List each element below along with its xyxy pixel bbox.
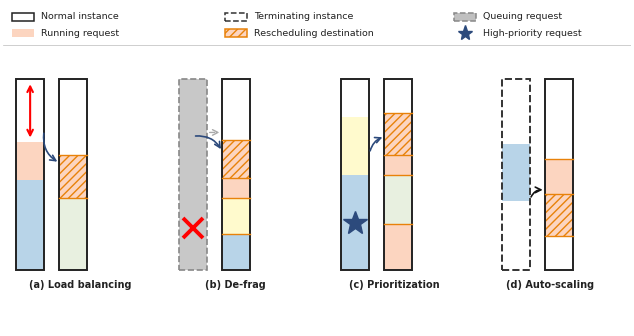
Bar: [59, 198, 87, 270]
Bar: [341, 79, 370, 270]
Text: High-priority request: High-priority request: [483, 29, 582, 38]
Bar: [545, 159, 573, 194]
Bar: [179, 79, 207, 270]
Bar: [341, 117, 370, 175]
Bar: [222, 234, 250, 270]
Bar: [222, 79, 250, 270]
Bar: [545, 194, 573, 236]
Bar: [384, 224, 412, 270]
Text: (a) Load balancing: (a) Load balancing: [29, 280, 132, 290]
Bar: [11, 29, 34, 37]
Bar: [59, 156, 87, 198]
Bar: [341, 79, 370, 117]
Bar: [384, 113, 412, 156]
Text: Running request: Running request: [41, 29, 119, 38]
Bar: [341, 175, 370, 270]
Bar: [179, 79, 207, 270]
Bar: [384, 79, 412, 113]
Text: Terminating instance: Terminating instance: [254, 12, 354, 21]
Bar: [545, 79, 573, 159]
Bar: [222, 198, 250, 234]
Bar: [59, 79, 87, 156]
Text: (c) Prioritization: (c) Prioritization: [349, 280, 440, 290]
Bar: [222, 79, 250, 140]
Text: (b) De-frag: (b) De-frag: [205, 280, 266, 290]
Bar: [545, 79, 573, 270]
Bar: [222, 178, 250, 198]
Bar: [502, 79, 530, 270]
Bar: [384, 156, 412, 175]
Bar: [222, 140, 250, 178]
Bar: [502, 144, 530, 202]
Bar: [384, 175, 412, 224]
Bar: [59, 79, 87, 270]
Bar: [224, 29, 247, 37]
Bar: [224, 12, 247, 21]
Bar: [16, 79, 44, 142]
Bar: [384, 79, 412, 270]
Bar: [502, 79, 530, 144]
Text: (d) Auto-scaling: (d) Auto-scaling: [506, 280, 594, 290]
Text: Rescheduling destination: Rescheduling destination: [254, 29, 374, 38]
Bar: [11, 12, 34, 21]
Bar: [545, 236, 573, 270]
Text: Normal instance: Normal instance: [41, 12, 119, 21]
Bar: [502, 202, 530, 270]
Bar: [16, 142, 44, 180]
Text: Queuing request: Queuing request: [483, 12, 562, 21]
Bar: [16, 79, 44, 270]
Bar: [454, 12, 476, 21]
Bar: [16, 180, 44, 270]
